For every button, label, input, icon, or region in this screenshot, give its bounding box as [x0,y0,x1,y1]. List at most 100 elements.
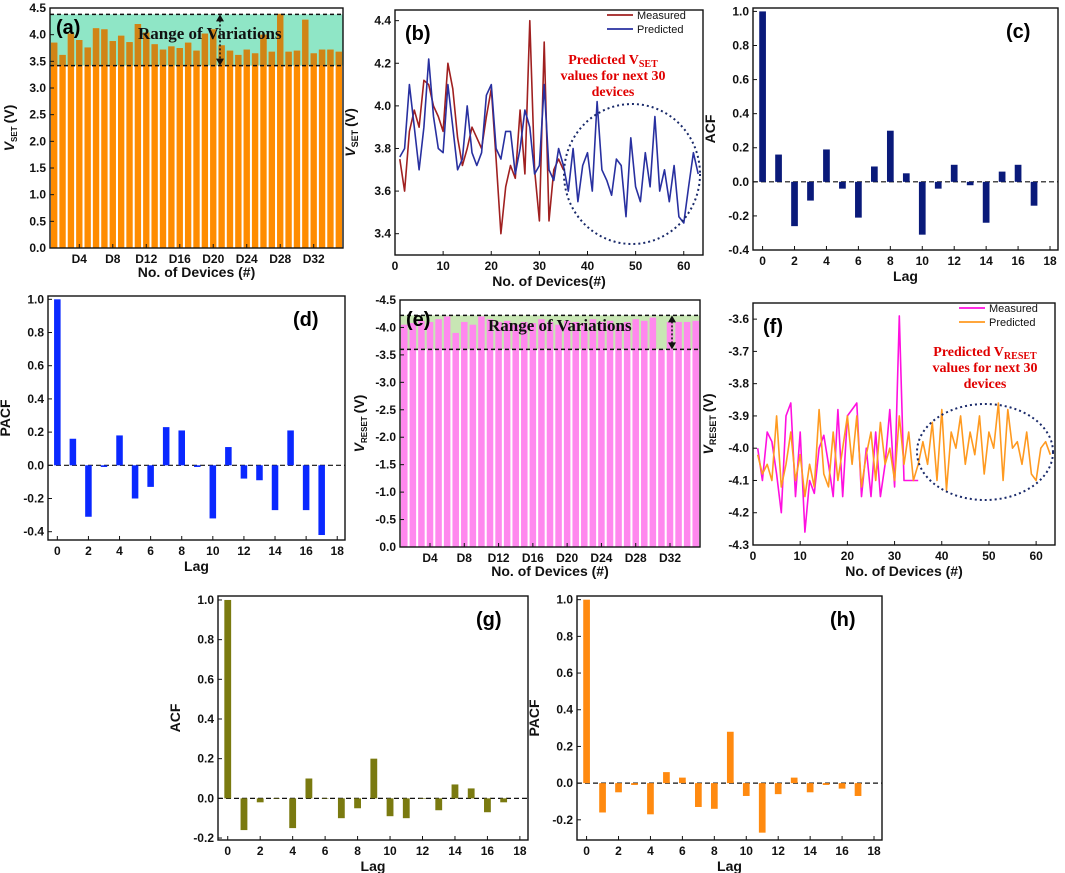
bar-top-segment [67,33,75,66]
x-tick-label: 50 [982,549,996,563]
bar [273,798,280,799]
bar [143,32,150,249]
x-tick-label: 2 [85,544,92,558]
bar [126,42,133,249]
bar [500,798,508,803]
y-tick-label: 0.0 [732,175,749,189]
bar [503,320,511,547]
y-tick-label: 0.6 [27,359,44,373]
bar-top-segment [143,32,150,66]
y-axis-label-group: VSET (V) [342,108,360,157]
y-tick-label: -4.0 [728,441,749,455]
bar [168,46,175,249]
bar-top-segment [159,49,167,66]
y-tick-label: -3.0 [375,375,396,389]
bar [726,731,734,784]
panel-g: -0.2 0.0 0.2 0.4 0.6 0.8 1.0 0 2 4 6 8 10 12 14 16 18 Lag… [167,593,529,873]
bar [495,321,502,547]
bar [822,783,830,785]
y-tick-label: 4.0 [29,28,46,42]
range-arrow-head [216,14,224,22]
bars [51,13,342,249]
y-tick-label: -2.0 [375,430,396,444]
panel-label: (d) [293,309,319,331]
y-axis-label-group: PACF [0,399,13,437]
bar [581,323,588,547]
annotation-sub: SET [639,59,658,70]
bar [774,783,782,795]
y-tick-label: 0.4 [732,107,749,121]
bar [647,783,654,815]
plot-frame [399,299,701,548]
bars [401,316,699,547]
bar [271,465,279,511]
bar-top-segment [51,42,58,66]
bar-top-segment [210,29,217,66]
x-axis-label: Lag [893,268,918,284]
y-tick-label: -4.2 [728,506,749,520]
y-axis-label: VSET (V) [1,105,19,152]
y-tick-label: 0.6 [732,73,749,87]
bar-top-segment [201,33,209,66]
bar [194,465,201,467]
bar [451,784,459,799]
y-axis-label-var: V [342,146,358,157]
bar [807,181,814,201]
annotation-line: devices [592,85,635,100]
y-tick-label: -0.2 [552,813,573,827]
bar-top-segment [235,54,242,66]
x-tick-label: 18 [513,844,527,858]
bar [260,34,267,248]
bar [598,321,605,547]
bar [467,788,475,799]
panel-label: (g) [476,609,502,631]
y-tick-label: 3.6 [374,184,391,198]
bar [631,783,638,785]
plot-frame [394,9,704,256]
range-annotation: Range of Variations [488,316,632,335]
bar-top-segment [126,42,133,66]
x-tick-label: 8 [711,844,718,858]
y-tick-label: 4.0 [374,99,391,113]
x-tick-label: 40 [935,549,949,563]
y-tick-label: -4.1 [728,473,749,487]
series-line-measured [756,315,919,533]
bar [321,798,329,799]
x-tick-label: D20 [202,252,224,266]
range-annotation: Range of Variations [138,24,282,43]
bar [289,798,297,829]
y-tick-label: 0.8 [556,629,573,643]
x-tick-label: D24 [590,551,612,565]
panel-label: (e) [406,309,430,331]
bar [486,319,494,547]
bar [224,599,232,799]
bar [240,465,248,479]
y-axis-label-unit: (V) [342,108,358,127]
bar [184,42,192,248]
y-axis-label-var: V [700,444,716,455]
x-tick-label: D32 [659,551,681,565]
bar [310,53,317,249]
y-axis-label-group: VRESET (V) [351,395,369,453]
panel-label: (a) [56,17,80,39]
x-tick-label: 60 [1029,549,1043,563]
bar-top-segment [84,47,91,66]
y-axis-label: PACF [0,399,13,437]
x-tick-label: D32 [303,252,325,266]
x-tick-label: 2 [615,844,622,858]
bar [683,321,691,547]
bars [54,299,325,536]
bar [759,11,766,182]
y-tick-label: 0.8 [732,38,749,52]
bar [854,783,862,796]
bar [54,299,61,466]
bar [675,321,682,547]
bar [251,53,259,249]
bar [225,447,232,466]
bar [512,324,519,547]
bar [117,35,125,248]
x-axis-label: Lag [717,858,742,873]
x-tick-label: 20 [485,259,499,273]
